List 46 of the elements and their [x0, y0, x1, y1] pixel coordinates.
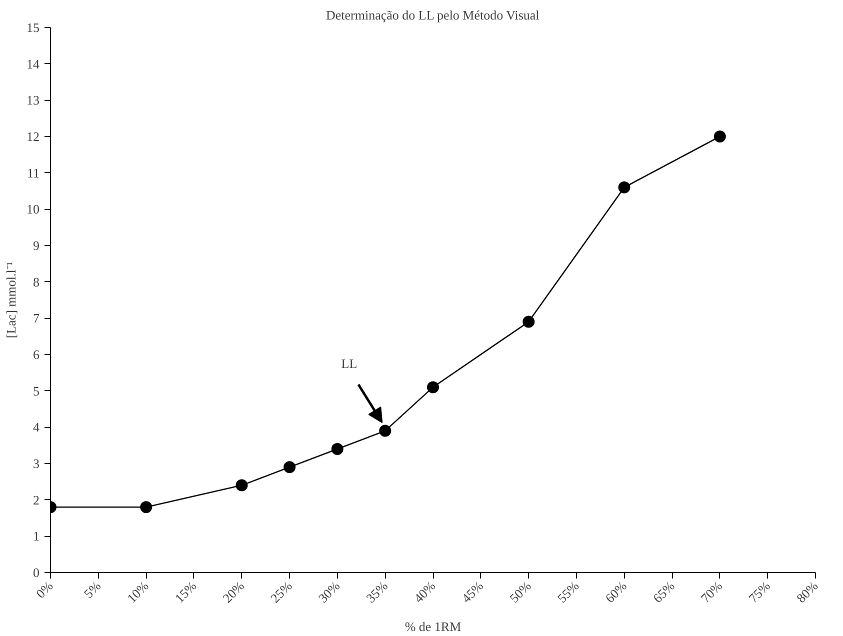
x-tick-label: 55% — [554, 578, 582, 606]
x-tick-label: 35% — [363, 578, 391, 606]
y-tick-label: 15 — [26, 20, 40, 35]
y-tick-label: 4 — [33, 420, 40, 435]
point — [331, 442, 344, 455]
y-tick-label: 2 — [33, 492, 40, 508]
y-axis-title: [Lac] mmol.l⁻¹ — [4, 262, 18, 338]
x-tick-label: 60% — [602, 578, 630, 606]
x-tick-label: 10% — [124, 578, 152, 606]
point — [140, 501, 152, 514]
x-tick-label: 40% — [410, 578, 438, 606]
annotation: LL — [341, 356, 358, 371]
point — [618, 181, 630, 194]
x-tick-label: 50% — [506, 578, 534, 606]
y-tick-label: 14 — [26, 56, 40, 72]
y-tick-label: 11 — [26, 165, 40, 180]
x-tick-label: 15% — [172, 578, 200, 606]
x-tick-label: 65% — [650, 578, 678, 606]
y-tick-label: 8 — [33, 274, 40, 290]
y-tick-label: 7 — [33, 310, 40, 326]
point — [522, 316, 535, 328]
y-tick-label: 10 — [26, 202, 40, 217]
x-axis-title: % de 1RM — [404, 618, 462, 634]
x-tick-label: 0% — [32, 578, 56, 602]
y-tick-label: 6 — [33, 347, 40, 362]
y-tick-label: 9 — [33, 238, 40, 253]
y-tick-label: 13 — [26, 92, 40, 108]
x-tick-label: 20% — [220, 578, 248, 606]
y-tick-label: 0 — [33, 565, 40, 580]
point — [284, 461, 296, 474]
x-tick-label: 80% — [793, 578, 821, 606]
x-tick-label: 70% — [698, 578, 726, 606]
x-tick-label: 5% — [80, 578, 104, 602]
point — [236, 479, 248, 492]
x-tick-label: 45% — [458, 578, 486, 606]
chart-title: Determinação do LL pelo Método Visual — [326, 8, 540, 22]
x-tick-label: 25% — [267, 578, 295, 606]
point — [714, 130, 726, 142]
y-tick-label: 12 — [26, 129, 40, 144]
y-tick-label: 5 — [33, 383, 40, 398]
x-tick-label: 30% — [315, 578, 343, 606]
y-tick-label: 3 — [33, 456, 40, 471]
y-tick-label: 1 — [33, 528, 40, 544]
point — [427, 381, 439, 394]
x-tick-label: 75% — [746, 578, 774, 606]
point — [379, 424, 392, 437]
